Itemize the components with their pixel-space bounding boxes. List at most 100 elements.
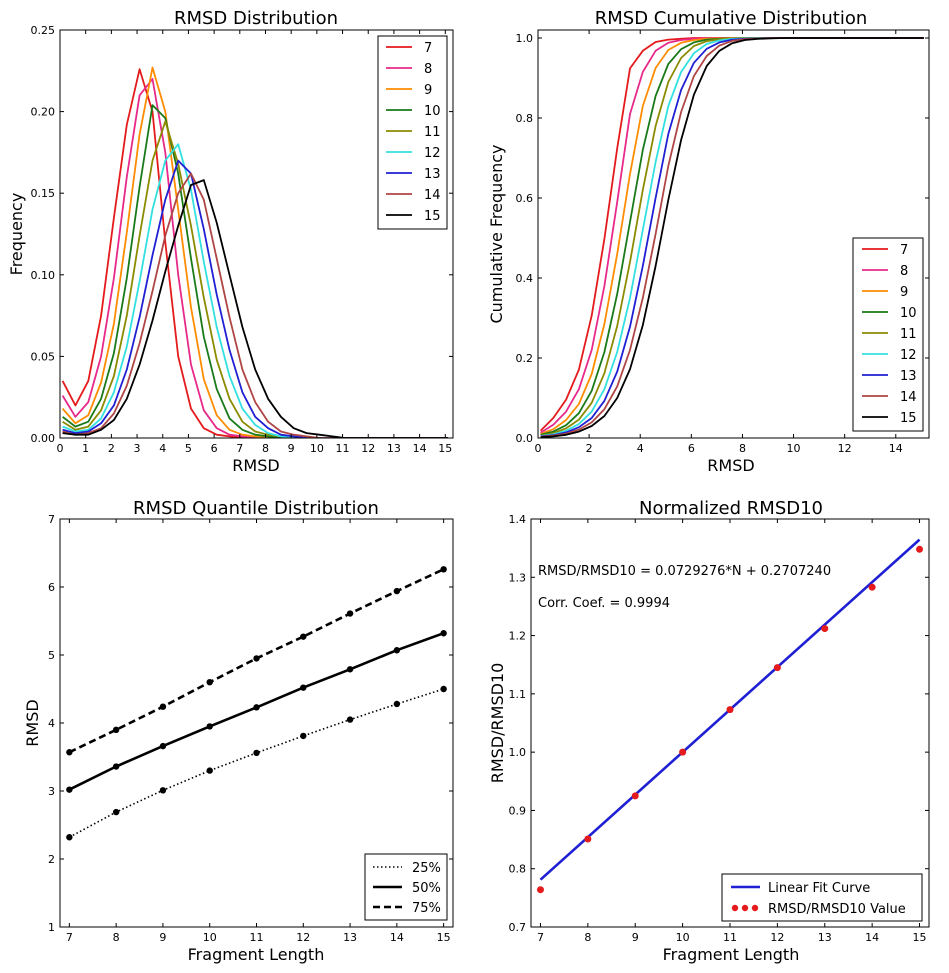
x-tick-label: 1 — [82, 442, 89, 455]
rmsd-ratio-point — [631, 792, 639, 800]
legend-label-14: 14 — [424, 188, 441, 203]
quantile-point-25% — [440, 685, 447, 693]
legend-label-12: 12 — [900, 348, 917, 363]
panel1-legend: 7 8 9 10 11 12 13 14 15 — [377, 35, 448, 230]
x-tick-label: 15 — [437, 931, 451, 944]
panel4-fit-equation: RMSD/RMSD10 = 0.0729276*N + 0.2707240 — [538, 564, 831, 579]
panel4-corr-coef: Corr. Coef. = 0.9994 — [538, 596, 670, 611]
quantile-point-50% — [440, 630, 447, 637]
x-tick-label: 12 — [770, 931, 784, 944]
panel-rmsd-distribution: RMSD Distribution 0 1 2 3 4 5 6 7 8 9 10 11 12 13 14 15… — [7, 8, 454, 475]
quantile-point-50% — [159, 742, 167, 750]
panel4-y-ticks: 0.7 0.8 0.9 1.0 1.1 1.2 1.3 1.4 — [509, 513, 929, 934]
panel2-title: RMSD Cumulative Distribution — [595, 8, 868, 29]
quantile-point-75% — [206, 679, 213, 686]
x-tick-label: 4 — [159, 442, 166, 455]
legend-label-12: 12 — [424, 146, 441, 161]
x-tick-label: 13 — [343, 931, 357, 944]
x-tick-label: 10 — [787, 442, 801, 455]
quantile-point-50% — [346, 666, 354, 673]
y-tick-label: 5 — [48, 649, 55, 662]
quantile-point-50% — [206, 723, 213, 730]
y-tick-label: 0.4 — [516, 272, 534, 285]
panel4-axes-frame — [530, 518, 930, 928]
rmsd-ratio-point — [679, 748, 687, 756]
panel3-legend-entries: 25% 50% 75% — [373, 861, 441, 916]
y-tick-label: 1.4 — [509, 513, 527, 526]
x-tick-label: 12 — [361, 442, 375, 455]
series-line-15 — [62, 179, 448, 438]
y-tick-label: 1.0 — [509, 746, 527, 759]
panel-normalized-rmsd10: Normalized RMSD10 7 8 9 10 11 12 13 14 15 0.7 0.8… — [488, 498, 930, 964]
panel1-x-axis-label: RMSD — [232, 456, 279, 475]
legend-label-10: 10 — [900, 306, 917, 321]
legend-label-8: 8 — [900, 264, 908, 279]
quantile-point-75% — [300, 633, 307, 640]
x-tick-label: 7 — [537, 931, 544, 944]
y-tick-label: 0.7 — [509, 921, 527, 934]
y-tick-label: 0.0 — [516, 432, 534, 445]
panel1-title: RMSD Distribution — [174, 8, 338, 29]
x-tick-label: 11 — [250, 931, 264, 944]
legend-label-13: 13 — [424, 167, 441, 182]
legend-swatch-ratio-point — [731, 904, 739, 912]
y-tick-label: 3 — [48, 785, 55, 798]
panel3-plot-area — [66, 566, 447, 841]
x-tick-label: 7 — [66, 931, 73, 944]
quantile-point-75% — [112, 726, 120, 733]
panel1-plot-area — [61, 66, 448, 438]
panel4-legend-entries: Linear Fit Curve RMSD/RMSD10 Value — [731, 881, 906, 917]
x-tick-label: 2 — [108, 442, 115, 455]
x-tick-label: 0 — [535, 442, 542, 455]
panel2-legend: 7 8 9 10 11 12 13 14 15 — [852, 237, 924, 432]
x-tick-label: 13 — [818, 931, 832, 944]
y-tick-label: 0.8 — [516, 112, 534, 125]
quantile-point-75% — [253, 655, 260, 662]
quantile-point-25% — [393, 700, 401, 708]
y-tick-label: 2 — [48, 853, 55, 866]
rmsd-ratio-point — [773, 664, 781, 672]
panel2-axes-frame — [537, 29, 930, 439]
quantile-point-25% — [346, 716, 354, 723]
quantile-point-50% — [300, 684, 307, 691]
y-tick-label: 0.20 — [31, 106, 56, 119]
quantile-point-75% — [440, 566, 447, 573]
x-tick-label: 14 — [865, 931, 879, 944]
y-tick-label: 0.15 — [31, 187, 56, 200]
panel1-y-ticks: 0.00 0.05 0.10 0.15 0.20 0.25 — [31, 24, 453, 445]
x-tick-label: 14 — [390, 931, 404, 944]
panel4-x-ticks: 7 8 9 10 11 12 13 14 15 — [537, 519, 927, 944]
panel4-plot-area — [536, 538, 924, 894]
y-tick-label: 1 — [48, 921, 55, 934]
y-tick-label: 4 — [48, 717, 55, 730]
legend-label-ratio-value: RMSD/RMSD10 Value — [768, 902, 906, 917]
y-tick-label: 6 — [48, 581, 55, 594]
series-line-14 — [62, 172, 448, 438]
x-tick-label: 9 — [288, 442, 295, 455]
quantile-point-25% — [300, 732, 307, 740]
x-tick-label: 8 — [739, 442, 746, 455]
legend-label-50%: 50% — [412, 881, 441, 896]
series-line-7 — [61, 68, 448, 438]
y-tick-label: 1.3 — [509, 571, 527, 584]
y-tick-label: 1.0 — [516, 32, 534, 45]
legend-label-25%: 25% — [412, 861, 441, 876]
panel3-x-axis-label: Fragment Length — [188, 945, 325, 964]
legend-label-75%: 75% — [412, 901, 441, 916]
panel2-legend-entries: 7 8 9 10 11 12 13 14 15 — [862, 243, 917, 426]
panel-rmsd-quantile: RMSD Quantile Distribution 7 8 9 10 11 12 13 14… — [23, 498, 454, 964]
quantile-point-50% — [112, 763, 120, 770]
x-tick-label: 9 — [632, 931, 639, 944]
quantile-point-50% — [66, 786, 73, 793]
y-tick-label: 1.1 — [509, 688, 527, 701]
x-tick-label: 9 — [159, 931, 166, 944]
legend-swatch-ratio-point — [751, 904, 759, 912]
panel1-y-axis-label: Frequency — [7, 193, 26, 276]
x-tick-label: 14 — [889, 442, 903, 455]
x-tick-label: 11 — [336, 442, 350, 455]
legend-label-10: 10 — [424, 104, 441, 119]
x-tick-label: 7 — [236, 442, 243, 455]
quantile-point-50% — [393, 647, 401, 654]
x-tick-label: 11 — [723, 931, 737, 944]
x-tick-label: 14 — [413, 442, 427, 455]
